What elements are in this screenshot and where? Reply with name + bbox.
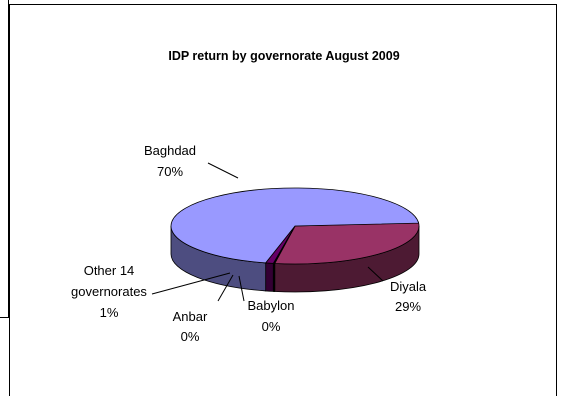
chart-area: IDP return by governorate August 2009 Ba… xyxy=(9,4,557,396)
leader-line-babylon xyxy=(238,275,245,302)
label-baghdad-name: Baghdad xyxy=(144,143,196,158)
label-other-pct: 1% xyxy=(100,305,119,320)
label-diyala-name: Diyala xyxy=(390,279,427,294)
leader-line-baghdad xyxy=(207,162,239,179)
label-other-line1: Other 14 xyxy=(84,263,135,278)
label-anbar-pct: 0% xyxy=(181,329,200,344)
pie-slice-diyala xyxy=(274,222,420,265)
leader-line-diyala xyxy=(367,266,384,282)
leader-line-anbar xyxy=(217,274,234,302)
adjacent-panel-frame xyxy=(0,0,9,318)
label-baghdad-pct: 70% xyxy=(157,164,183,179)
label-diyala-pct: 29% xyxy=(395,299,421,314)
pie-chart: Baghdad 70% Diyala 29% Babylon 0% Anbar … xyxy=(71,143,427,344)
label-anbar-name: Anbar xyxy=(173,309,208,324)
leader-line-other xyxy=(151,272,231,295)
pie-side-other-14-governorates xyxy=(265,262,274,292)
label-babylon-pct: 0% xyxy=(262,319,281,334)
chart-title: IDP return by governorate August 2009 xyxy=(168,49,400,63)
pie-slice-baghdad xyxy=(170,187,420,264)
label-babylon-name: Babylon xyxy=(248,298,295,313)
label-other-line2: governorates xyxy=(71,284,147,299)
